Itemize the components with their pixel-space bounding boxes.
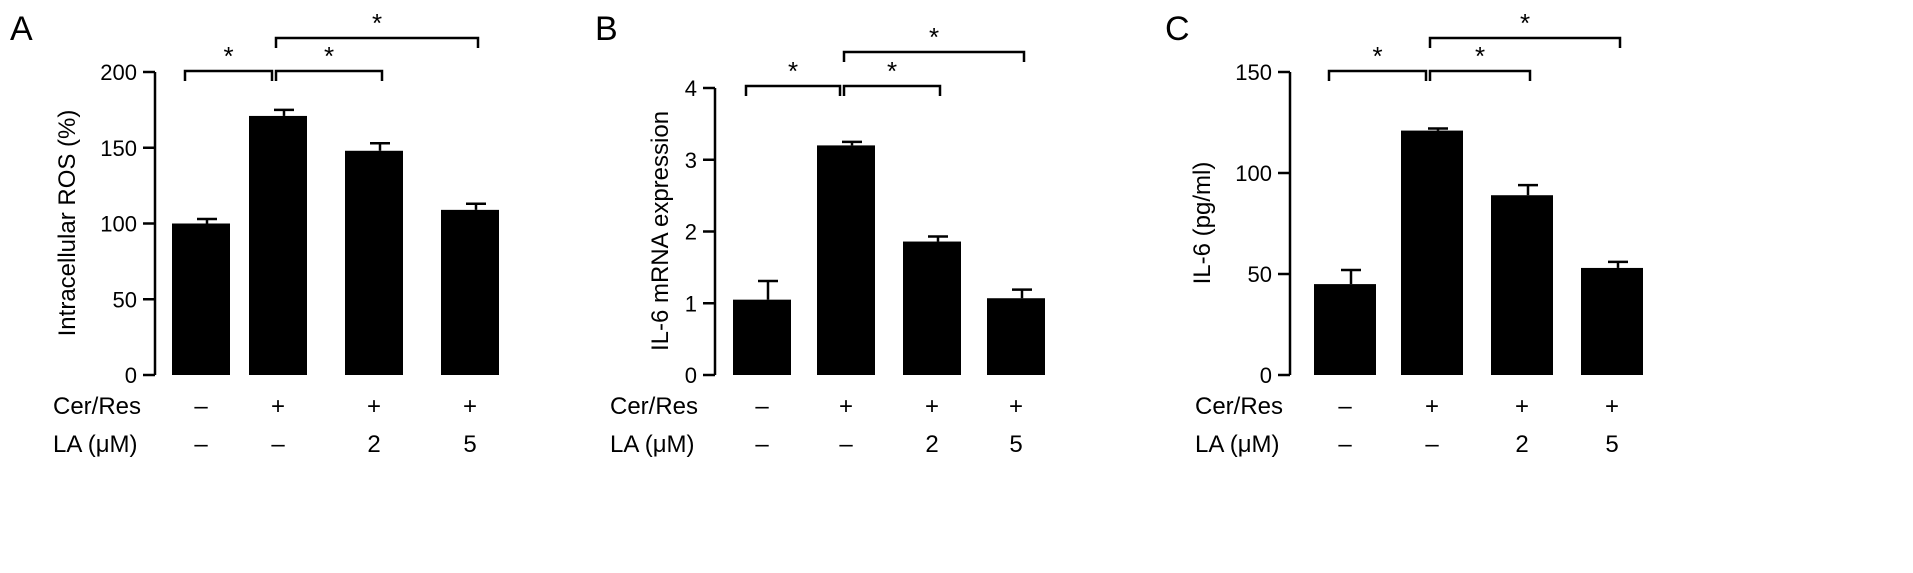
y-tick-label: 0 xyxy=(125,363,137,388)
significance-bracket xyxy=(842,84,942,96)
panel-c: C 0 50 100 150 IL-6 (pg/ml) * * * Cer/Res – + + + LA (… xyxy=(1165,8,1643,458)
significance-star: * xyxy=(1475,41,1485,71)
bar xyxy=(441,209,499,375)
significance-star: * xyxy=(324,41,334,71)
significance-bracket xyxy=(1428,36,1622,48)
condition-value: – xyxy=(1338,431,1352,458)
y-tick-label: 0 xyxy=(1260,363,1272,388)
condition-value: + xyxy=(271,393,285,420)
panel-letter: B xyxy=(595,10,618,48)
condition-value: + xyxy=(1515,393,1529,420)
condition-value: + xyxy=(839,393,853,420)
panel-letter: C xyxy=(1165,10,1190,48)
y-tick-label: 2 xyxy=(685,220,697,245)
condition-value: – xyxy=(755,431,769,458)
condition-value: 5 xyxy=(463,431,476,458)
condition-value: + xyxy=(925,393,939,420)
significance-bracket xyxy=(1428,69,1532,81)
significance-star: * xyxy=(223,41,233,71)
condition-value: – xyxy=(1425,431,1439,458)
condition-row-label: LA (μM) xyxy=(610,431,695,458)
y-tick-label: 150 xyxy=(1235,60,1272,85)
y-tick-label: 100 xyxy=(1235,161,1272,186)
significance-bracket xyxy=(183,69,274,81)
condition-value: + xyxy=(367,393,381,420)
significance-bracket xyxy=(744,84,842,96)
significance-bracket xyxy=(274,36,480,48)
y-tick-label: 0 xyxy=(685,363,697,388)
y-axis-title: IL-6 mRNA expression xyxy=(647,111,674,351)
bar xyxy=(172,223,230,375)
bar xyxy=(1491,195,1553,375)
bar xyxy=(817,145,875,375)
significance-star: * xyxy=(887,56,897,86)
significance-star: * xyxy=(1520,8,1530,38)
condition-value: 2 xyxy=(367,431,380,458)
y-axis-title: Intracellular ROS (%) xyxy=(54,110,81,337)
condition-value: – xyxy=(194,393,208,420)
panel-letter: A xyxy=(10,10,33,48)
bar xyxy=(733,299,791,375)
condition-value: 2 xyxy=(1515,431,1528,458)
y-tick-label: 3 xyxy=(685,148,697,173)
significance-bracket xyxy=(842,50,1026,62)
significance-star: * xyxy=(372,8,382,38)
bar xyxy=(903,241,961,375)
condition-value: – xyxy=(194,431,208,458)
condition-value: – xyxy=(755,393,769,420)
condition-row-label: Cer/Res xyxy=(53,393,141,420)
condition-value: – xyxy=(1338,393,1352,420)
bar xyxy=(1401,130,1463,375)
condition-value: + xyxy=(1425,393,1439,420)
y-tick-label: 50 xyxy=(1248,262,1272,287)
condition-row-label: LA (μM) xyxy=(1195,431,1280,458)
y-tick-label: 200 xyxy=(100,60,137,85)
condition-value: + xyxy=(1009,393,1023,420)
condition-value: 2 xyxy=(925,431,938,458)
y-axis-title: IL-6 (pg/ml) xyxy=(1189,162,1216,285)
significance-bracket xyxy=(274,69,384,81)
condition-row-label: Cer/Res xyxy=(1195,393,1283,420)
condition-value: – xyxy=(839,431,853,458)
y-tick-label: 1 xyxy=(685,291,697,316)
bar xyxy=(249,115,307,375)
condition-value: 5 xyxy=(1009,431,1022,458)
significance-bracket xyxy=(1327,69,1428,81)
bar xyxy=(345,150,403,375)
condition-row-label: LA (μM) xyxy=(53,431,138,458)
significance-star: * xyxy=(929,22,939,52)
y-tick-label: 4 xyxy=(685,76,697,101)
bar xyxy=(1581,267,1643,375)
y-tick-label: 50 xyxy=(113,287,137,312)
condition-value: + xyxy=(463,393,477,420)
condition-row-label: Cer/Res xyxy=(610,393,698,420)
panel-b: B 0 1 2 3 4 IL-6 mRNA expression * * * Cer/Res – + + +… xyxy=(595,10,1045,458)
y-tick-label: 150 xyxy=(100,136,137,161)
bar xyxy=(1314,284,1376,375)
condition-value: – xyxy=(271,431,285,458)
significance-star: * xyxy=(1372,41,1382,71)
panel-a: A 0 50 100 150 200 Intracellular ROS (%) * * * Cer… xyxy=(10,8,499,458)
significance-star: * xyxy=(788,56,798,86)
condition-value: 5 xyxy=(1605,431,1618,458)
bar xyxy=(987,298,1045,375)
y-tick-label: 100 xyxy=(100,212,137,237)
condition-value: + xyxy=(1605,393,1619,420)
